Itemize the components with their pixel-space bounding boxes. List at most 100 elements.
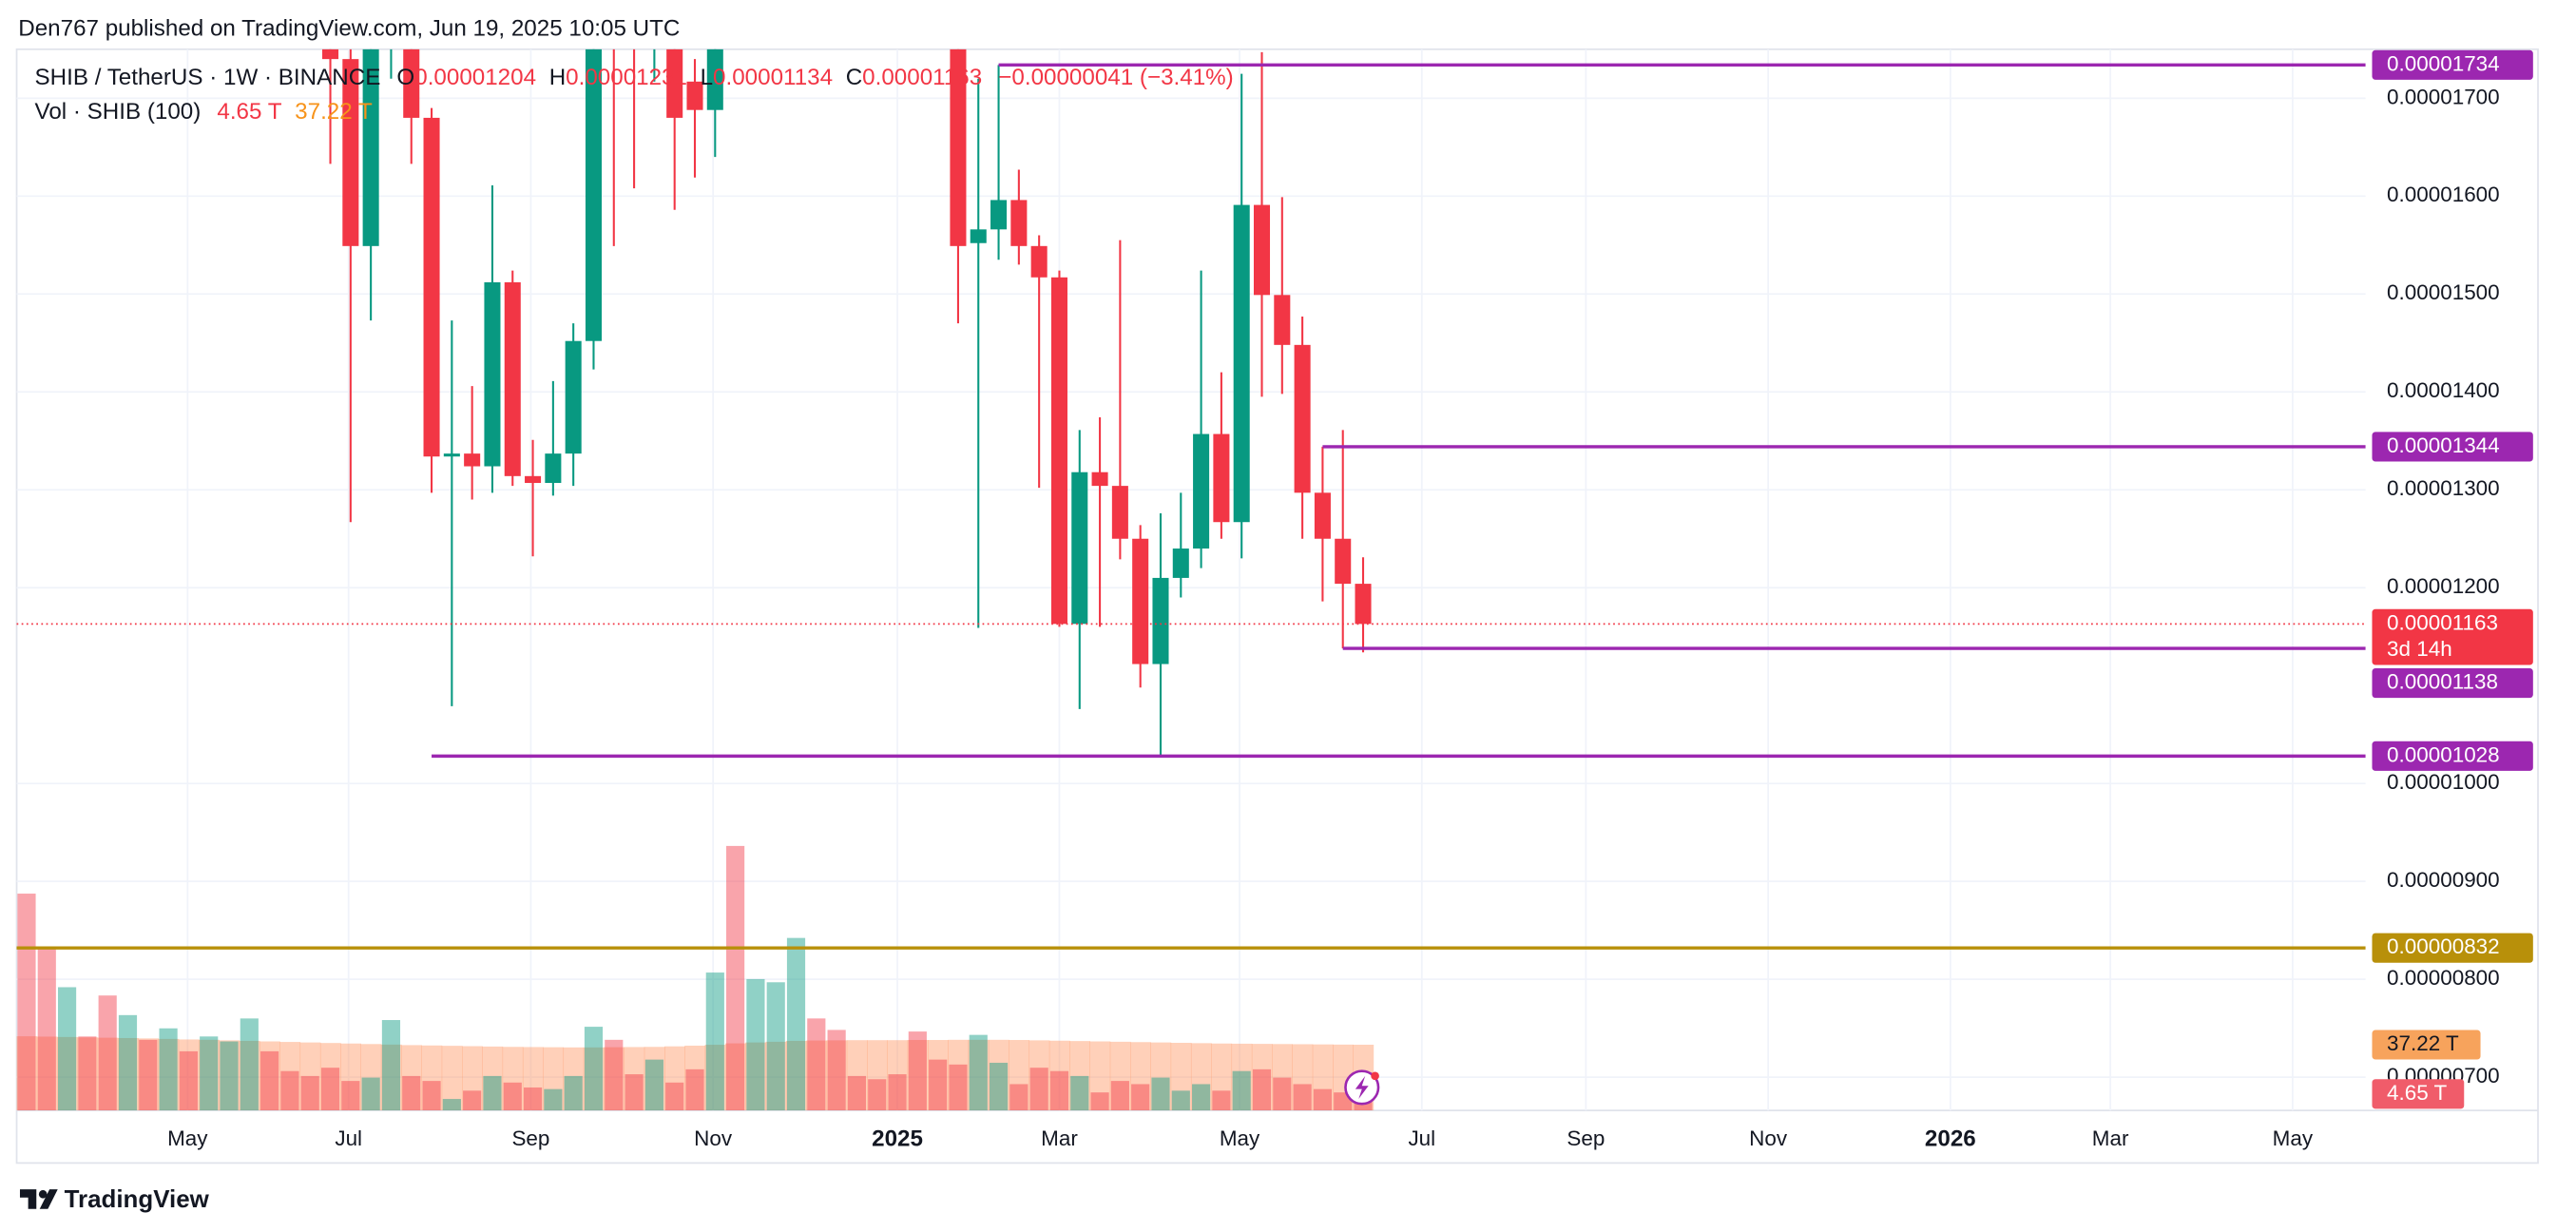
- volume-bar: [746, 978, 765, 1111]
- volume-ma: [97, 1037, 119, 1111]
- level-label: 0.00001344: [2387, 433, 2500, 457]
- volume-bar: [827, 1030, 846, 1111]
- volume-bar: [523, 1087, 543, 1111]
- volume-bar: [503, 1082, 522, 1111]
- volume-ma: [563, 1047, 585, 1111]
- volume-bar: [260, 1050, 279, 1111]
- volume-bar: [564, 1075, 583, 1111]
- candle-body: [464, 453, 481, 467]
- volume-ma: [704, 1045, 726, 1111]
- candle-body: [443, 453, 460, 457]
- volume-bar: [766, 982, 785, 1111]
- candle-body: [1233, 204, 1250, 523]
- legend-volume: Vol · SHIB (100) 4.65 T 37.22 T: [35, 100, 373, 125]
- volume-bar: [605, 1039, 624, 1111]
- volume-bar: [341, 1081, 360, 1111]
- level-label: 0.00001138: [2387, 669, 2498, 693]
- level-label: 0.00000832: [2387, 934, 2500, 958]
- volume-ma: [56, 1036, 78, 1111]
- volume-ma: [765, 1041, 787, 1111]
- volume-bar: [625, 1074, 644, 1111]
- candle-body: [545, 453, 562, 484]
- last-price-box: [2372, 608, 2533, 665]
- volume-bar: [786, 937, 806, 1111]
- volume-bar: [868, 1079, 887, 1111]
- candle-body: [1091, 472, 1108, 487]
- volume-bar: [1354, 1102, 1373, 1111]
- volume-label: 4.65 T: [2387, 1081, 2448, 1105]
- volume-ma: [441, 1046, 463, 1111]
- volume-bar: [544, 1088, 563, 1111]
- candle-body: [1071, 472, 1088, 625]
- volume-ma: [846, 1040, 868, 1111]
- legend-value: 0.00001231: [566, 65, 687, 90]
- candle-body: [1213, 433, 1230, 523]
- volume-ma: [219, 1040, 240, 1111]
- volume-bar: [1029, 1068, 1048, 1111]
- candle-body: [362, 48, 379, 246]
- volume-ma: [502, 1047, 524, 1111]
- candle-body: [565, 340, 582, 454]
- brand: TradingView: [65, 1186, 210, 1213]
- volume-bar: [139, 1039, 158, 1111]
- volume-ma: [806, 1040, 827, 1111]
- level-box: [2372, 741, 2533, 771]
- y-tick-label: 0.00001600: [2387, 183, 2500, 206]
- volume-ma: [77, 1037, 99, 1111]
- candle-body: [484, 281, 501, 467]
- volume-ma: [1028, 1040, 1050, 1111]
- volume-bar: [1110, 1081, 1129, 1111]
- level-box: [2372, 933, 2533, 963]
- x-tick-label: Sep: [1567, 1126, 1605, 1150]
- volume-bar: [200, 1036, 219, 1111]
- volume-bar: [1151, 1077, 1170, 1111]
- volume-bar: [1293, 1084, 1312, 1111]
- candle-body: [686, 81, 703, 110]
- volume-ma: [1150, 1042, 1172, 1111]
- candle-body: [342, 59, 359, 246]
- volume-bar: [685, 1068, 704, 1111]
- replay-icon: [1344, 1069, 1380, 1106]
- legend-key: C: [846, 65, 862, 90]
- volume-bar: [1070, 1075, 1089, 1111]
- volume-bar: [381, 1020, 401, 1111]
- volume-bar: [17, 894, 36, 1111]
- x-tick-label: May: [167, 1126, 208, 1150]
- volume-bar: [402, 1075, 421, 1111]
- volume-ma: [138, 1038, 159, 1111]
- volume-bar: [1009, 1084, 1028, 1111]
- volume-box: [2372, 1079, 2465, 1109]
- volume-bar: [118, 1014, 138, 1111]
- x-tick-label: Jul: [335, 1126, 362, 1150]
- legend-value: 0.00001163: [862, 65, 982, 90]
- candle-body: [423, 117, 440, 457]
- volume-ma: [1089, 1041, 1111, 1111]
- brand-logo: [19, 1189, 58, 1209]
- candle-body: [706, 48, 723, 110]
- y-tick-label: 0.00001700: [2387, 85, 2500, 108]
- volume-ma: [199, 1039, 220, 1111]
- candle-body: [525, 475, 542, 484]
- volume-name: Vol · SHIB (100): [35, 100, 202, 125]
- volume-bar: [665, 1082, 684, 1111]
- volume-bar: [37, 948, 56, 1111]
- level-label: 0.00001028: [2387, 742, 2500, 766]
- candle-body: [950, 48, 967, 246]
- candles: [322, 48, 1372, 757]
- volume-ma: [1069, 1041, 1090, 1111]
- y-tick-label: 0.00001300: [2387, 476, 2500, 500]
- volume-bar: [908, 1031, 927, 1111]
- x-tick-label: Mar: [1041, 1126, 1078, 1150]
- volume-bar: [179, 1050, 198, 1111]
- volume-bar: [442, 1099, 461, 1111]
- volume-ma: [1312, 1044, 1334, 1111]
- y-tick-label: 0.00001200: [2387, 574, 2500, 598]
- volume-ma: [482, 1046, 504, 1111]
- volume-bar: [1049, 1070, 1069, 1111]
- volume-ma: [604, 1047, 625, 1111]
- symbol: SHIB / TetherUS · 1W · BINANCE: [35, 65, 381, 90]
- candle-body: [1355, 584, 1372, 625]
- volume-ma: [259, 1041, 280, 1111]
